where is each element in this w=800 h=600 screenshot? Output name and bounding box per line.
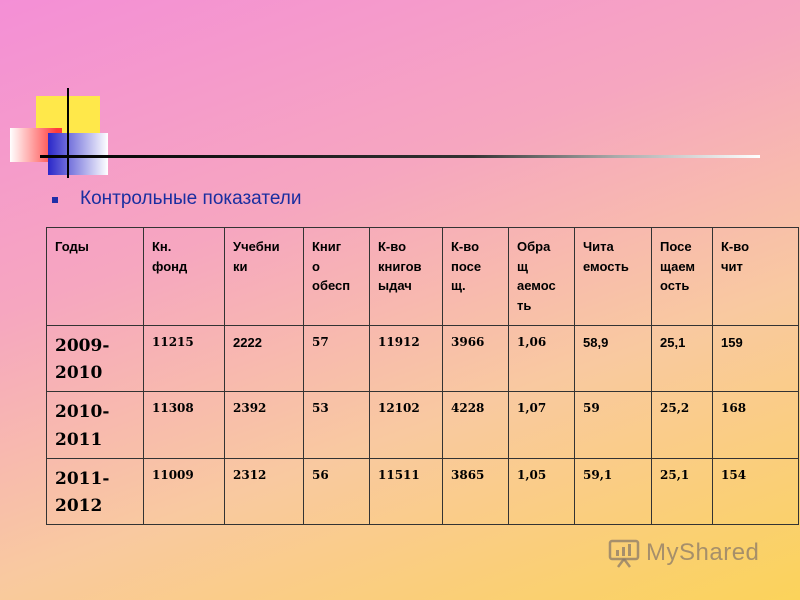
header-cell: К-во книгов ыдач: [369, 227, 443, 326]
header-cell: Чита емость: [574, 227, 652, 326]
watermark-text: MyShared: [646, 539, 760, 566]
bullet-icon: [52, 197, 58, 203]
header-cell: Посе щаем ость: [651, 227, 713, 326]
value-cell: 11511: [369, 457, 443, 526]
watermark-logo: MyShared: [608, 538, 759, 568]
value-cell: 25,1: [651, 457, 713, 526]
value-cell: 1,05: [508, 457, 575, 526]
value-cell: 3865: [442, 457, 509, 526]
value-cell: 25,2: [651, 391, 713, 459]
header-cell: Кн. фонд: [143, 227, 225, 326]
value-cell: 11009: [143, 457, 225, 526]
presentation-chart-icon: [608, 539, 640, 568]
value-cell: 11215: [143, 324, 225, 393]
header-cell: К-во чит: [712, 227, 799, 326]
value-cell: 58,9: [574, 324, 652, 393]
value-cell: 1,06: [508, 324, 575, 393]
year-cell: 2010- 2011: [46, 391, 144, 459]
table-header-row: Годы Кн. фонд Учебни ки Книг о обесп К-во кни…: [46, 227, 799, 326]
value-cell: 59,1: [574, 457, 652, 526]
value-cell: 1,07: [508, 391, 575, 459]
value-cell: 57: [303, 324, 370, 393]
value-cell: 11912: [369, 324, 443, 393]
value-cell: 11308: [143, 391, 225, 459]
value-cell: 3966: [442, 324, 509, 393]
table-row: 2009- 2010 11215 2222 57 11912 3966 1,06 …: [46, 324, 799, 393]
value-cell: 2222: [224, 324, 304, 393]
value-cell: 154: [712, 457, 799, 526]
indicators-table: Годы Кн. фонд Учебни ки Книг о обесп К-во кни…: [46, 227, 799, 526]
header-cell: Годы: [46, 227, 144, 326]
slide-heading: Контрольные показатели: [80, 188, 302, 209]
value-cell: 25,1: [651, 324, 713, 393]
value-cell: 59: [574, 391, 652, 459]
value-cell: 168: [712, 391, 799, 459]
value-cell: 2392: [224, 391, 304, 459]
header-cell: Книг о обесп: [303, 227, 370, 326]
value-cell: 2312: [224, 457, 304, 526]
value-cell: 4228: [442, 391, 509, 459]
year-cell: 2009- 2010: [46, 324, 144, 393]
decor-horizontal-line: [40, 155, 760, 158]
decor-blue-square: [48, 133, 108, 175]
table-row: 2010- 2011 11308 2392 53 12102 4228 1,07 …: [46, 391, 799, 459]
decor-vertical-line: [67, 88, 69, 178]
year-cell: 2011- 2012: [46, 457, 144, 526]
header-cell: Учебни ки: [224, 227, 304, 326]
value-cell: 56: [303, 457, 370, 526]
header-cell: Обра щ аемос ть: [508, 227, 575, 326]
header-cell: К-во посе щ.: [442, 227, 509, 326]
value-cell: 159: [712, 324, 799, 393]
value-cell: 12102: [369, 391, 443, 459]
table-row: 2011- 2012 11009 2312 56 11511 3865 1,05 …: [46, 457, 799, 526]
value-cell: 53: [303, 391, 370, 459]
